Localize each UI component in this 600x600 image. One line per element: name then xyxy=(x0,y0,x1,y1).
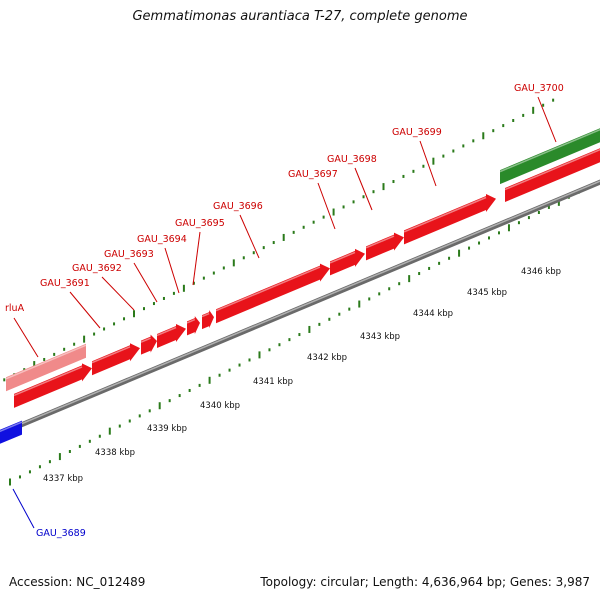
gene-sheen xyxy=(0,421,23,433)
gene-label-GAU_3699[interactable]: GAU_3699 xyxy=(392,127,442,138)
gene-sheen xyxy=(91,346,131,364)
kbp-label: 4345 kbp xyxy=(467,288,507,298)
gene-label-GAU_3698[interactable]: GAU_3698 xyxy=(327,154,377,165)
gene-body[interactable] xyxy=(141,334,157,355)
gene-label-GAU_3692[interactable]: GAU_3692 xyxy=(72,263,122,274)
kbp-label: 4337 kbp xyxy=(43,474,83,484)
kbp-label: 4346 kbp xyxy=(521,267,561,277)
gene-label-GAU_3696[interactable]: GAU_3696 xyxy=(213,201,263,212)
gene-body[interactable] xyxy=(187,316,200,336)
leader-line xyxy=(101,276,135,311)
gene-sheen xyxy=(215,266,321,312)
gene-GAU_3699[interactable] xyxy=(403,194,496,245)
kbp-label: 4340 kbp xyxy=(200,401,240,411)
gene-sheen xyxy=(5,344,87,380)
gene-sheen xyxy=(140,337,151,343)
gene-GAU_3694[interactable] xyxy=(186,316,200,336)
gene-rluA-block[interactable] xyxy=(13,363,92,408)
leader-line xyxy=(164,247,180,294)
gene-labels[interactable]: rluA GAU_3691 GAU_3692 GAU_3693 GAU_3694 GAU_… xyxy=(5,83,564,539)
accession-text: Accession: NC_012489 xyxy=(9,575,146,589)
leader-line xyxy=(133,262,158,303)
gene-label-GAU_3695[interactable]: GAU_3695 xyxy=(175,218,225,229)
gene-GAU_3697[interactable] xyxy=(329,248,365,276)
kbp-label: 4338 kbp xyxy=(95,448,135,458)
gene-GAU_3700[interactable] xyxy=(499,122,600,185)
gene-body[interactable] xyxy=(366,232,404,261)
genome-summary-text: Topology: circular; Length: 4,636,964 bp… xyxy=(260,575,590,589)
leader-line xyxy=(12,488,35,529)
gene-sheen xyxy=(201,312,210,318)
gene-body[interactable] xyxy=(202,310,214,330)
gene-GAU_3692[interactable] xyxy=(140,334,157,355)
gene-body[interactable] xyxy=(330,248,365,276)
gene-sheen xyxy=(329,251,356,264)
leader-line xyxy=(192,231,201,286)
gene-label-GAU_3691[interactable]: GAU_3691 xyxy=(40,278,90,289)
gene-body[interactable] xyxy=(500,122,600,185)
map-title: Gemmatimonas aurantiaca T-27, complete g… xyxy=(132,9,468,24)
kbp-label: 4342 kbp xyxy=(307,353,347,363)
leader-line xyxy=(69,291,101,329)
gene-sheen xyxy=(499,128,600,173)
gene-body[interactable] xyxy=(157,324,186,348)
leader-line xyxy=(317,182,336,230)
gene-label-GAU_3694[interactable]: GAU_3694 xyxy=(137,234,187,245)
gene-features[interactable] xyxy=(0,122,600,448)
genome-backbone xyxy=(0,179,600,437)
gene-GAU_3695[interactable] xyxy=(201,310,214,330)
leader-line xyxy=(239,214,260,259)
label-leader-lines xyxy=(12,96,557,529)
kbp-label: 4341 kbp xyxy=(253,377,293,387)
gene-body[interactable] xyxy=(404,194,496,245)
kbp-label: 4344 kbp xyxy=(413,309,453,319)
gene-sheen xyxy=(504,148,600,191)
gene-GAU_3700-lower[interactable] xyxy=(504,142,600,203)
kbp-labels: 4337 kbp 4338 kbp 4339 kbp 4340 kbp 4341 kbp… xyxy=(43,267,561,484)
gene-body[interactable] xyxy=(216,263,330,324)
gene-label-GAU_3697[interactable]: GAU_3697 xyxy=(288,169,338,180)
kbp-label: 4339 kbp xyxy=(147,424,187,434)
backbone-highlight xyxy=(0,180,600,434)
gene-label-GAU_3689[interactable]: GAU_3689 xyxy=(36,528,86,539)
gene-GAU_3689[interactable] xyxy=(0,418,23,448)
gene-sheen xyxy=(365,235,395,249)
gene-label-rluA[interactable]: rluA xyxy=(5,303,25,314)
gene-sheen xyxy=(403,196,487,233)
gene-GAU_3698[interactable] xyxy=(365,232,404,261)
kbp-label: 4343 kbp xyxy=(360,332,400,342)
gene-GAU_3691[interactable] xyxy=(91,343,140,376)
gene-body[interactable] xyxy=(505,142,600,203)
gene-body[interactable] xyxy=(14,363,92,408)
gene-rluA[interactable] xyxy=(5,341,87,392)
lower-tick-row xyxy=(9,180,600,486)
backbone-line xyxy=(0,179,600,437)
leader-line xyxy=(354,167,373,211)
gene-sheen xyxy=(156,326,177,337)
gene-label-GAU_3693[interactable]: GAU_3693 xyxy=(104,249,154,260)
gene-sheen xyxy=(13,366,83,397)
gene-sheen xyxy=(186,318,196,324)
gene-body[interactable] xyxy=(6,341,86,392)
gene-label-GAU_3700[interactable]: GAU_3700 xyxy=(514,83,564,94)
gene-GAU_3696[interactable] xyxy=(215,263,330,324)
upper-tick-row xyxy=(3,98,555,382)
gene-body[interactable] xyxy=(0,418,22,448)
gene-GAU_3693[interactable] xyxy=(156,324,186,348)
gene-body[interactable] xyxy=(92,343,140,376)
leader-line xyxy=(13,317,39,358)
leader-line xyxy=(419,140,437,187)
leader-line xyxy=(537,96,557,143)
